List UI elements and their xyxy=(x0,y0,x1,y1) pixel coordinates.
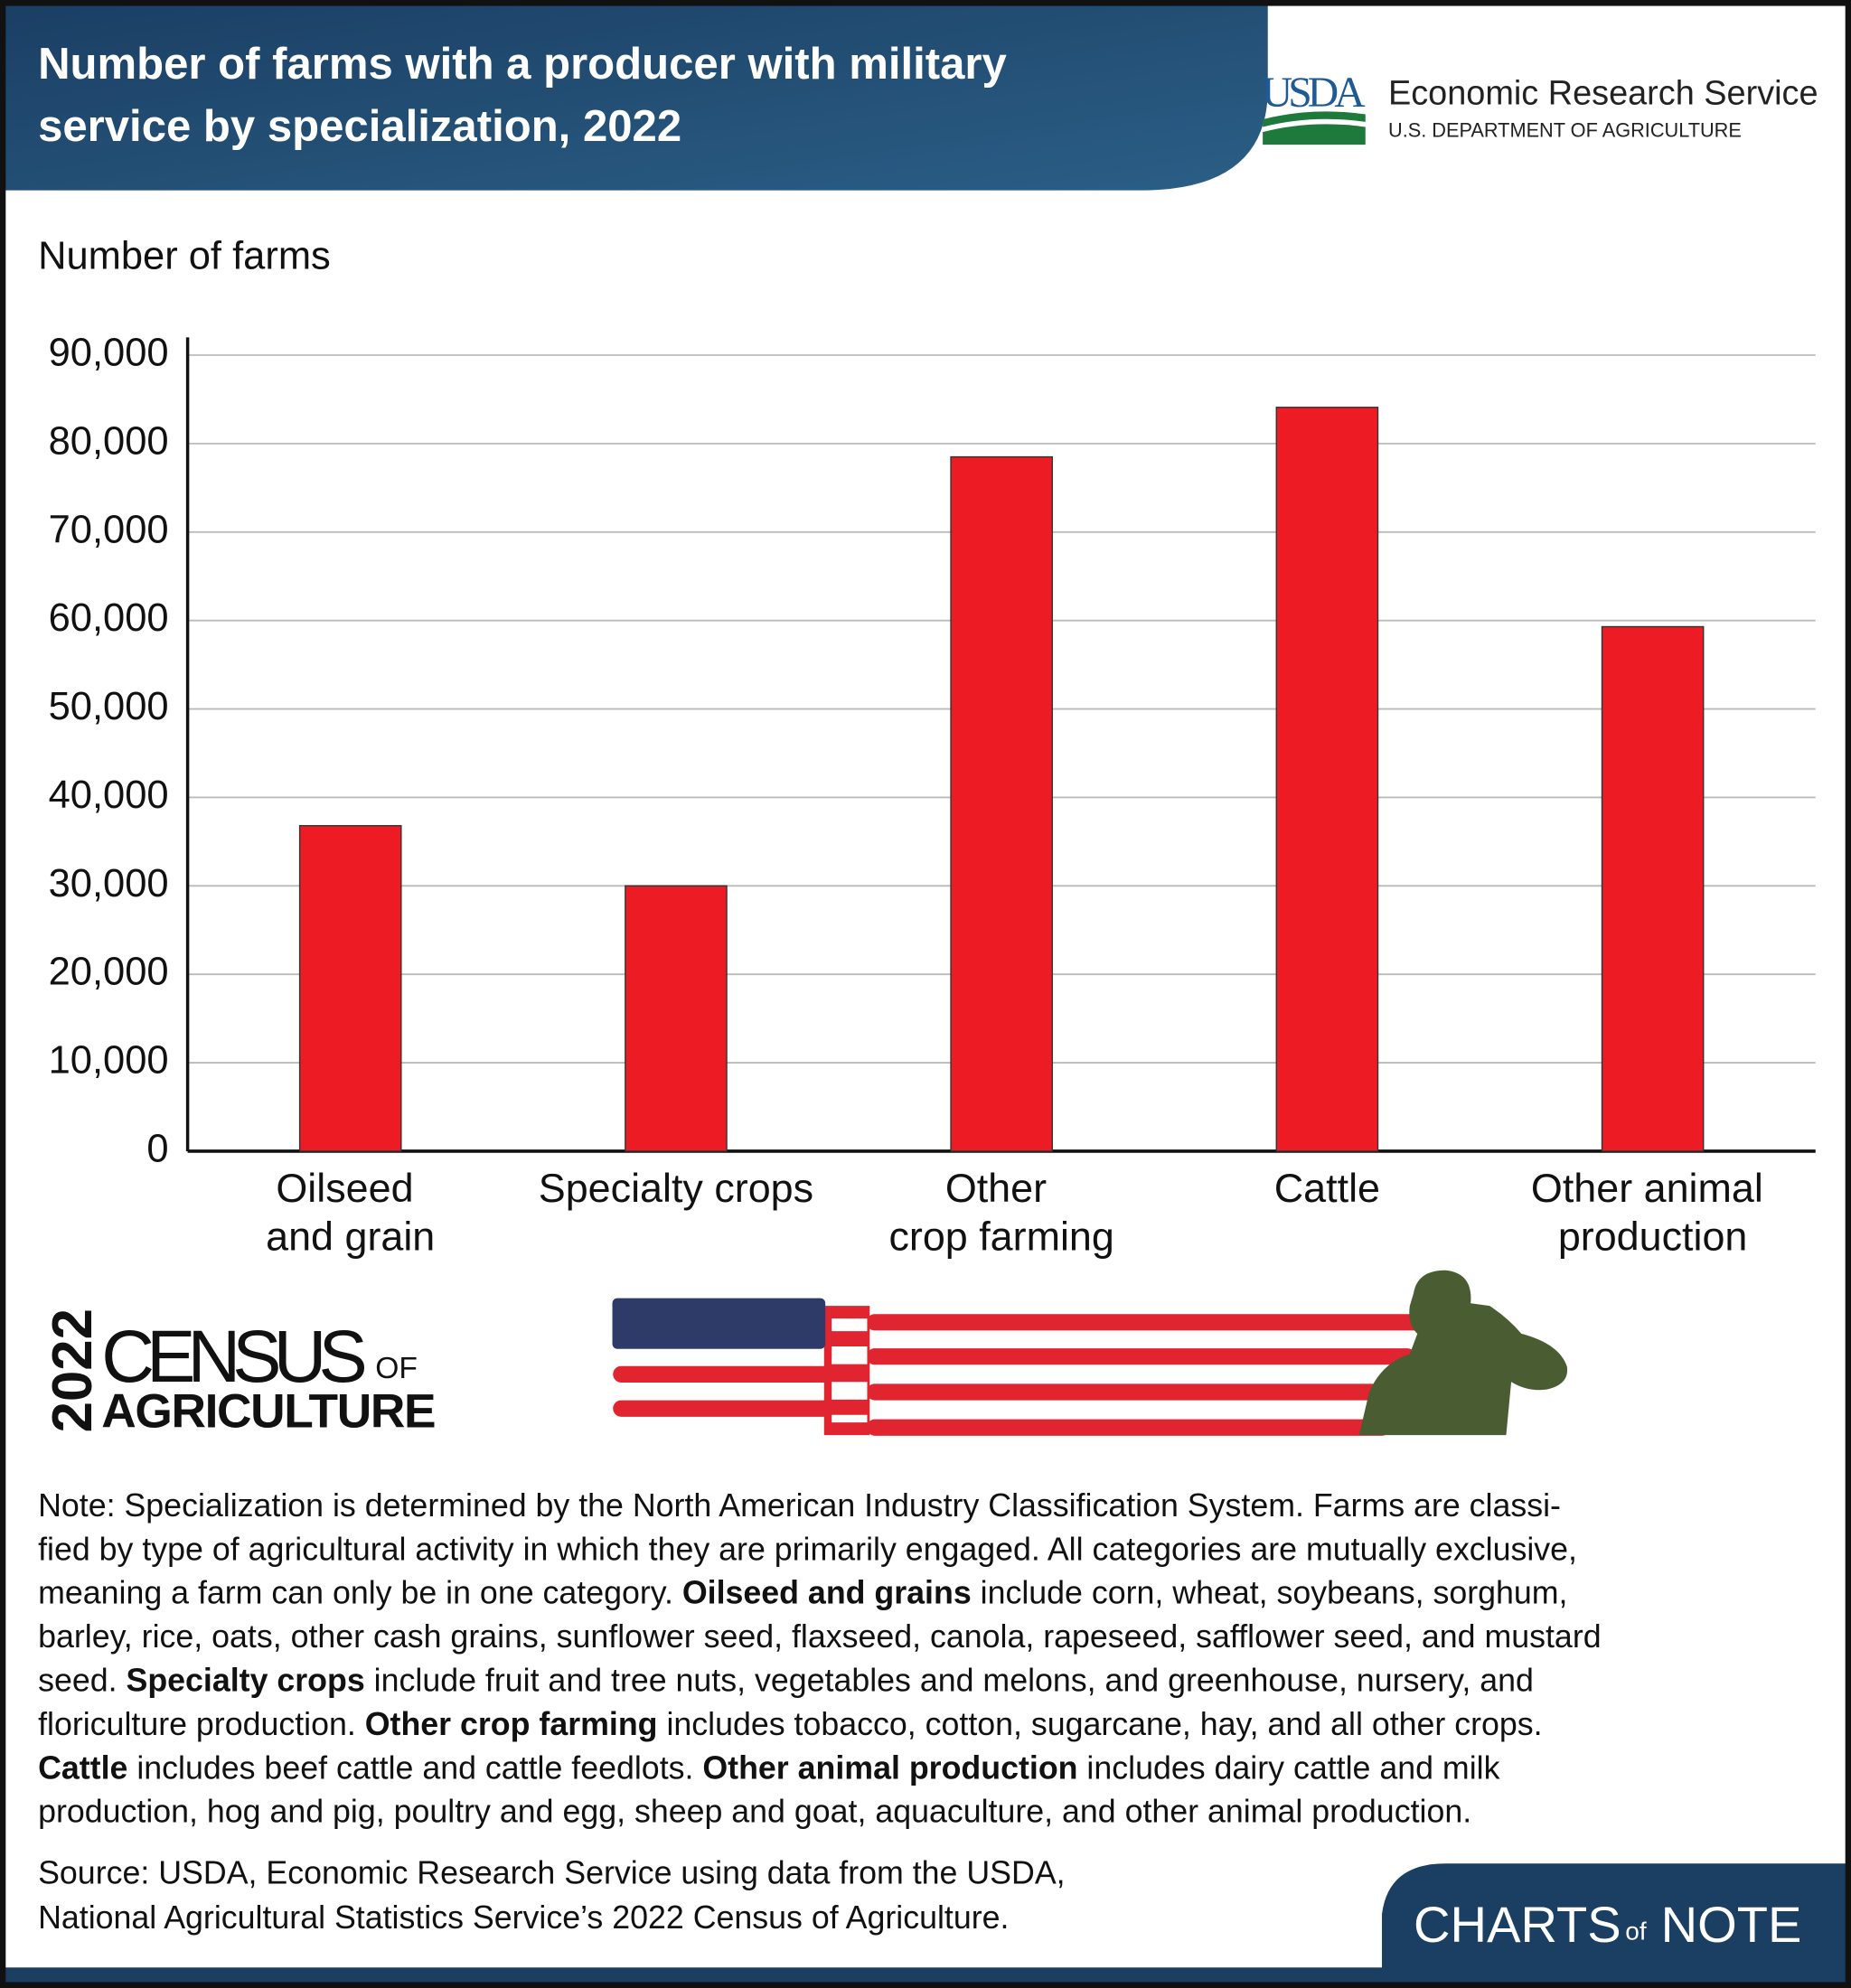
title-line: service by specialization, 2022 xyxy=(38,102,681,151)
x-tick-label: Cattle xyxy=(1274,1165,1380,1211)
note-text: Other animal production xyxy=(702,1749,1077,1786)
source-line: Source: USDA, Economic Research Service … xyxy=(38,1855,1066,1891)
note-text: include fruit and tree nuts, vegetables … xyxy=(365,1663,1534,1699)
note: Note: Specialization is determined by th… xyxy=(38,1487,1602,1936)
brand-charts: CHARTS xyxy=(1414,1896,1621,1953)
census-year: 2022 xyxy=(42,1308,104,1432)
census-subject: AGRICULTURE xyxy=(101,1385,436,1439)
census-word: CENSUS xyxy=(101,1316,368,1398)
bar xyxy=(625,885,728,1152)
y-tick-label: 20,000 xyxy=(49,951,169,994)
note-text: include corn, wheat, soybeans, sorghum, xyxy=(972,1575,1568,1611)
note-text: Oilseed and grains xyxy=(682,1575,972,1611)
bar xyxy=(950,455,1053,1152)
note-text: Cattle xyxy=(38,1749,127,1786)
x-tick-label: Specialty crops xyxy=(539,1165,813,1211)
note-line: fied by type of agricultural activity in… xyxy=(38,1531,1577,1567)
x-tick-label: Other animal production xyxy=(1531,1165,1774,1259)
note-line: Cattle includes beef cattle and cattle f… xyxy=(38,1749,1499,1786)
note-line: meaning a farm can only be in one catego… xyxy=(38,1575,1567,1611)
x-tick-label: Oilseed and grain xyxy=(266,1165,435,1259)
note-text: Other crop farming xyxy=(365,1706,658,1742)
note-line: seed. Specialty crops include fruit and … xyxy=(38,1663,1534,1699)
note-line: Note: Specialization is determined by th… xyxy=(38,1487,1561,1524)
y-tick-label: 70,000 xyxy=(49,508,169,551)
logo-swoosh xyxy=(1263,124,1366,145)
y-tick-label: 60,000 xyxy=(49,596,169,640)
bar xyxy=(1601,625,1705,1152)
y-tick-label: 80,000 xyxy=(49,419,169,463)
soldier-silhouette xyxy=(1358,1270,1568,1436)
y-tick-label: 40,000 xyxy=(49,774,169,817)
note-line: barley, rice, oats, other cash grains, s… xyxy=(38,1618,1602,1655)
bar xyxy=(1275,407,1379,1152)
note-text: includes beef cattle and cattle feedlots… xyxy=(127,1749,702,1786)
agency-name: Economic Research Service xyxy=(1388,74,1818,112)
census-of: OF xyxy=(375,1352,418,1385)
x-tick-label: Other crop farming xyxy=(888,1165,1113,1259)
y-tick-label: 30,000 xyxy=(49,862,169,905)
note-text: includes dairy cattle and milk xyxy=(1078,1749,1500,1786)
bar xyxy=(298,825,402,1152)
source-line: National Agricultural Statistics Service… xyxy=(38,1899,1009,1936)
note-text: meaning a farm can only be in one catego… xyxy=(38,1575,682,1611)
usda-logo-text: USDA xyxy=(1262,70,1367,117)
note-text: Note: Specialization is determined by th… xyxy=(38,1487,1561,1524)
note-line: production, hog and pig, poultry and egg… xyxy=(38,1794,1471,1830)
brand-note: NOTE xyxy=(1661,1896,1802,1953)
department-name: U.S. DEPARTMENT OF AGRICULTURE xyxy=(1388,119,1742,142)
note-text: production, hog and pig, poultry and egg… xyxy=(38,1794,1471,1830)
note-text: fied by type of agricultural activity in… xyxy=(38,1531,1577,1567)
flag-illustration xyxy=(612,1270,1568,1436)
note-text: includes tobacco, cotton, sugarcane, hay… xyxy=(658,1706,1543,1742)
y-tick-label: 90,000 xyxy=(49,332,169,375)
plot-area: 0 10,000 20,000 30,000 40,000 50,000 60,000 70,… xyxy=(49,332,1816,1259)
note-text: floriculture production. xyxy=(38,1706,365,1742)
y-tick-label: 10,000 xyxy=(49,1039,169,1083)
note-text: barley, rice, oats, other cash grains, s… xyxy=(38,1618,1602,1655)
y-tick-label: 50,000 xyxy=(49,685,169,728)
y-tick-label: 0 xyxy=(146,1127,168,1170)
note-line: floriculture production. Other crop farm… xyxy=(38,1706,1543,1742)
logo-swoosh xyxy=(1263,111,1366,127)
y-axis-label: Number of farms xyxy=(38,235,331,278)
title-banner xyxy=(0,0,1268,191)
footer-banner xyxy=(1381,1863,1851,1988)
brand-of: of xyxy=(1625,1917,1647,1945)
note-text: Specialty crops xyxy=(126,1663,364,1699)
note-text: seed. xyxy=(38,1663,126,1699)
title-line: Number of farms with a producer with mil… xyxy=(38,40,1007,89)
